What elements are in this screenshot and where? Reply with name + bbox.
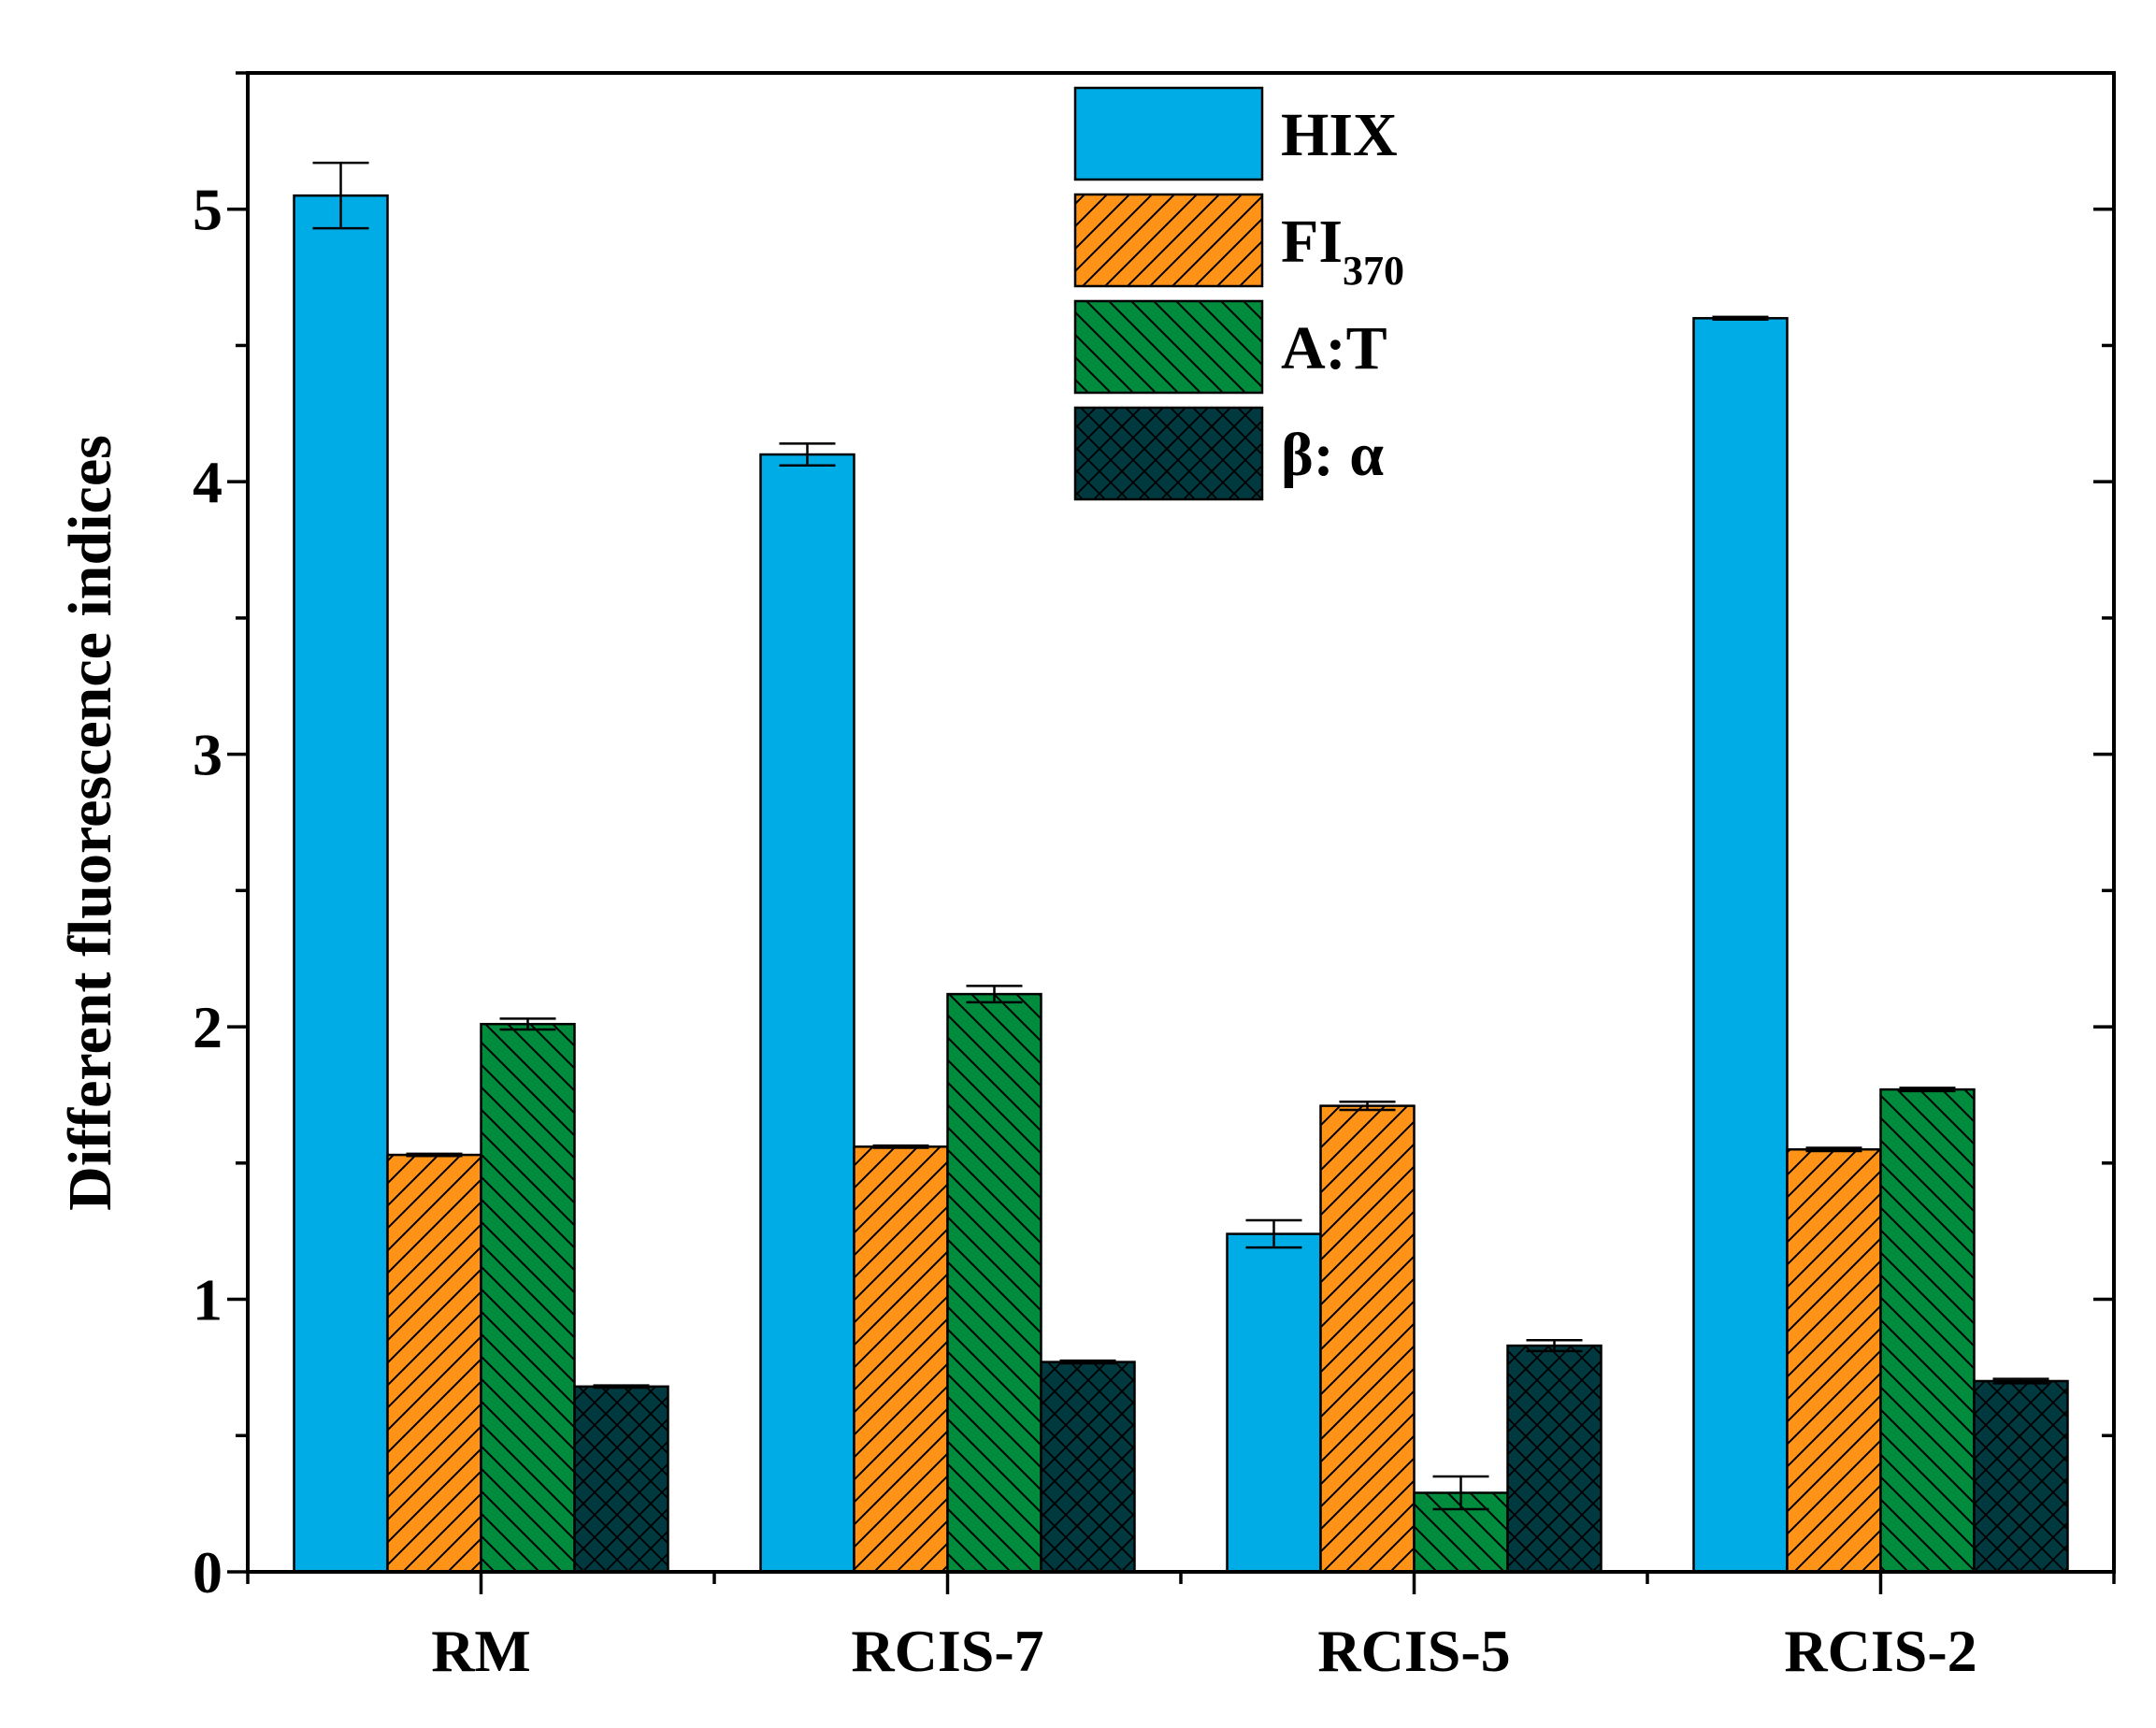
x-tick-label-rcis-2: RCIS-2 bbox=[1784, 1618, 1976, 1684]
bar-rcis-2-1 bbox=[1786, 1147, 1882, 1574]
bar-rm-0 bbox=[293, 194, 389, 1574]
error-bar bbox=[1526, 1339, 1583, 1353]
error-bar bbox=[1805, 1146, 1862, 1153]
y-tick-label: 2 bbox=[193, 994, 223, 1060]
error-bar bbox=[1992, 1377, 2049, 1385]
legend-label: HIX bbox=[1281, 101, 1398, 169]
error-bar bbox=[1245, 1218, 1302, 1249]
error-bar bbox=[1712, 315, 1769, 322]
legend-item-2: A:T bbox=[1073, 299, 1387, 395]
legend-swatch bbox=[1073, 299, 1264, 395]
y-tick-label: 4 bbox=[193, 449, 223, 515]
error-bar bbox=[872, 1144, 929, 1149]
legend-swatch bbox=[1073, 86, 1264, 181]
bar-rcis-2-0 bbox=[1692, 317, 1789, 1574]
error-bar bbox=[499, 1017, 556, 1031]
bar-rm-2 bbox=[480, 1022, 576, 1574]
bar-rcis-2-3 bbox=[1973, 1379, 2069, 1574]
bar-rcis-7-3 bbox=[1040, 1361, 1136, 1574]
legend-item-3: β: α bbox=[1073, 406, 1384, 501]
y-tick-label: 0 bbox=[193, 1539, 223, 1606]
error-bar bbox=[1059, 1359, 1116, 1365]
bar-rcis-5-0 bbox=[1226, 1232, 1322, 1574]
error-bar bbox=[1899, 1087, 1956, 1093]
bar-rcis-5-3 bbox=[1506, 1344, 1603, 1574]
bar-rcis-7-0 bbox=[759, 453, 855, 1574]
legend-item-0: HIX bbox=[1073, 86, 1398, 181]
error-bar bbox=[966, 985, 1023, 1004]
legend-swatch bbox=[1073, 406, 1264, 501]
error-bar bbox=[1432, 1475, 1489, 1511]
legend-label: β: α bbox=[1281, 421, 1384, 489]
error-bar bbox=[312, 161, 369, 230]
y-tick-label: 3 bbox=[193, 722, 223, 788]
bar-rcis-5-1 bbox=[1319, 1104, 1416, 1574]
bar-rcis-7-1 bbox=[853, 1145, 949, 1574]
y-tick-label: 1 bbox=[193, 1267, 223, 1333]
legend-swatch bbox=[1073, 193, 1264, 288]
error-bar bbox=[406, 1152, 463, 1158]
bar-rcis-7-2 bbox=[946, 992, 1042, 1574]
x-tick-label-rcis-5: RCIS-5 bbox=[1317, 1618, 1510, 1684]
legend-item-1: FI370 bbox=[1073, 193, 1404, 294]
error-bar bbox=[1339, 1100, 1396, 1112]
bar-rm-3 bbox=[573, 1385, 669, 1574]
error-bar bbox=[779, 442, 836, 467]
legend-label: FI370 bbox=[1281, 208, 1404, 294]
x-tick-label-rm: RM bbox=[431, 1618, 531, 1684]
bar-rcis-2-2 bbox=[1879, 1087, 1976, 1574]
y-tick-label: 5 bbox=[193, 177, 223, 243]
bar-rm-1 bbox=[386, 1153, 482, 1574]
x-tick-label-rcis-7: RCIS-7 bbox=[851, 1618, 1043, 1684]
y-axis-title: Different fluorescence indices bbox=[56, 435, 124, 1211]
legend-label: A:T bbox=[1281, 314, 1387, 382]
error-bar bbox=[593, 1384, 650, 1390]
